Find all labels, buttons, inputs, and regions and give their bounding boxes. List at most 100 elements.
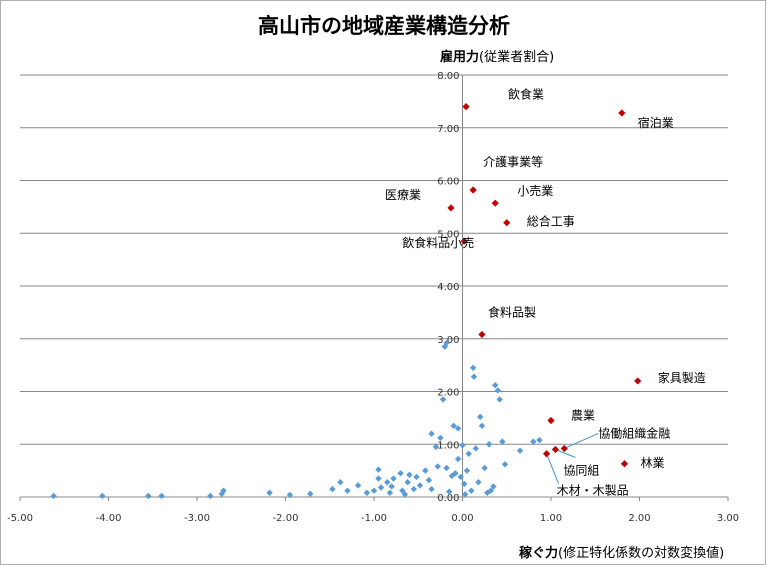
data-point bbox=[377, 484, 385, 491]
data-point bbox=[363, 489, 371, 496]
leader-line bbox=[555, 449, 576, 458]
data-point bbox=[406, 471, 413, 479]
data-point bbox=[501, 461, 509, 468]
data-point bbox=[452, 470, 459, 477]
data-point bbox=[468, 487, 475, 494]
highlight-point bbox=[460, 237, 468, 245]
data-point bbox=[329, 485, 336, 493]
data-point bbox=[530, 438, 537, 445]
highlight-point bbox=[634, 377, 642, 385]
data-point bbox=[499, 438, 506, 445]
data-point bbox=[158, 492, 165, 500]
data-point bbox=[218, 490, 225, 498]
data-point bbox=[437, 434, 444, 442]
point-label: 飲食業 bbox=[508, 87, 544, 102]
point-label: 介護事業等 bbox=[483, 154, 543, 169]
x-tick-label: 2.00 bbox=[628, 513, 650, 524]
data-point bbox=[443, 339, 450, 347]
point-label: 総合工事 bbox=[527, 214, 575, 229]
data-point bbox=[99, 492, 106, 500]
point-label: 農業 bbox=[571, 409, 595, 423]
point-label: 林業 bbox=[640, 456, 664, 470]
x-axis-label: 稼ぐ力(修正特化係数の対数変換値) bbox=[519, 542, 724, 561]
data-point bbox=[465, 450, 472, 457]
data-point bbox=[413, 473, 420, 481]
data-point bbox=[492, 381, 499, 389]
data-point bbox=[344, 487, 351, 494]
x-axis-label-sub: (修正特化係数の対数変換値) bbox=[558, 546, 725, 561]
data-point bbox=[477, 413, 484, 421]
y-tick-label: 2.00 bbox=[437, 388, 459, 399]
data-point bbox=[50, 492, 57, 500]
data-point bbox=[428, 430, 435, 437]
data-point bbox=[388, 483, 395, 490]
data-point bbox=[536, 436, 543, 444]
data-point bbox=[370, 487, 378, 494]
y-tick-label: 7.00 bbox=[437, 124, 459, 135]
data-point bbox=[461, 480, 468, 488]
x-axis-label-main: 稼ぐ力 bbox=[519, 546, 559, 561]
point-label: 協働組織金融 bbox=[598, 425, 670, 440]
y-tick-label: 0.00 bbox=[437, 493, 459, 504]
highlight-point bbox=[547, 416, 555, 425]
data-point bbox=[478, 422, 486, 429]
point-label: 食料品製 bbox=[488, 305, 536, 320]
point-label: 飲食料品小売 bbox=[402, 235, 474, 250]
data-point bbox=[354, 482, 362, 489]
point-label: 宿泊業 bbox=[638, 115, 674, 130]
data-point bbox=[472, 445, 479, 452]
data-point bbox=[207, 492, 214, 500]
data-point bbox=[266, 489, 273, 496]
data-point bbox=[337, 479, 344, 486]
highlight-point bbox=[447, 204, 455, 212]
data-point bbox=[443, 464, 450, 472]
x-tick-label: 3.00 bbox=[717, 513, 739, 524]
leader-line bbox=[564, 433, 599, 449]
data-point bbox=[470, 373, 478, 380]
data-point bbox=[390, 475, 397, 482]
data-point bbox=[384, 479, 391, 486]
data-point bbox=[459, 442, 466, 449]
data-point bbox=[432, 443, 440, 451]
y-tick-label: 1.00 bbox=[437, 440, 459, 451]
data-point bbox=[450, 422, 457, 429]
chart-title: 高山市の地域産業構造分析 bbox=[258, 14, 510, 38]
point-label: 協同組 bbox=[563, 463, 599, 478]
x-tick-label: -2.00 bbox=[273, 513, 299, 524]
y-axis-label-sub: (従業者割合) bbox=[479, 50, 555, 65]
x-tick-label: -3.00 bbox=[184, 513, 210, 524]
highlight-point bbox=[462, 103, 470, 111]
data-point bbox=[461, 491, 469, 498]
point-label: 木材・木製品 bbox=[557, 484, 629, 498]
data-point bbox=[386, 489, 394, 496]
y-tick-label: 8.00 bbox=[437, 71, 459, 82]
x-tick-label: -5.00 bbox=[7, 513, 33, 524]
data-point bbox=[475, 479, 482, 486]
x-tick-label: -1.00 bbox=[361, 513, 387, 524]
data-point bbox=[404, 479, 411, 486]
data-point bbox=[496, 396, 503, 403]
highlight-point bbox=[503, 219, 511, 227]
y-tick-label: 3.00 bbox=[437, 335, 459, 346]
data-point bbox=[494, 387, 502, 394]
highlight-point bbox=[618, 109, 626, 117]
data-point bbox=[425, 476, 433, 484]
data-point bbox=[286, 491, 294, 499]
data-point bbox=[307, 490, 314, 498]
leader-line bbox=[546, 453, 560, 484]
highlight-point bbox=[491, 199, 499, 207]
highlight-point bbox=[469, 186, 477, 194]
data-point bbox=[487, 487, 495, 494]
data-point bbox=[422, 467, 429, 474]
y-tick-label: 4.00 bbox=[437, 282, 459, 293]
data-point bbox=[375, 466, 382, 473]
data-point bbox=[485, 441, 493, 448]
data-point bbox=[490, 483, 497, 490]
data-point bbox=[428, 485, 435, 493]
data-point bbox=[454, 425, 462, 432]
x-tick-label: -4.00 bbox=[96, 513, 122, 524]
highlight-point bbox=[542, 450, 551, 458]
data-point bbox=[375, 475, 382, 482]
point-label: 家具製造 bbox=[658, 370, 706, 385]
